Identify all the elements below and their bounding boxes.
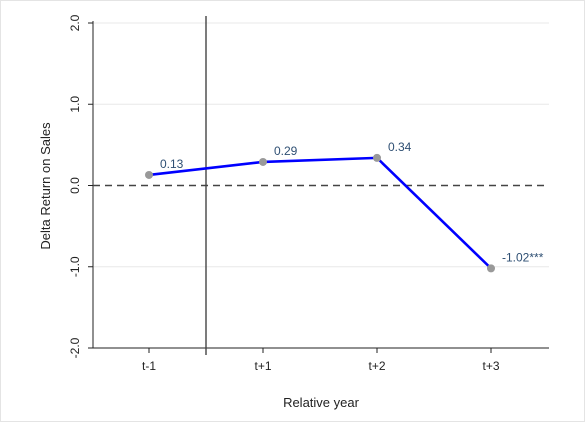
y-tick-label-0: 2.0 [68, 14, 82, 31]
y-tick-label-4: -2.0 [68, 337, 82, 358]
data-point-3 [487, 264, 495, 273]
data-label-0: 0.13 [160, 157, 184, 171]
x-axis-title: Relative year [283, 395, 360, 410]
y-axis-title: Delta Return on Sales [38, 122, 53, 250]
x-tick-label-3: t+3 [482, 359, 499, 373]
x-tick-label-0: t-1 [142, 359, 156, 373]
y-tick-label-2: 0.0 [68, 177, 82, 194]
data-label-3: -1.02*** [502, 250, 544, 264]
series-layer [145, 153, 495, 273]
data-point-2 [373, 153, 381, 162]
x-tick-label-2: t+2 [368, 359, 385, 373]
y-tick-label-1: 1.0 [68, 96, 82, 113]
x-tick-label-1: t+1 [254, 359, 271, 373]
data-point-1 [259, 157, 267, 166]
data-label-2: 0.34 [388, 140, 412, 154]
gridlines [93, 22, 549, 268]
data-point-0 [145, 170, 153, 179]
y-tick-label-3: -1.0 [68, 256, 82, 277]
data-labels: 0.13 0.29 0.34 -1.02*** [160, 140, 544, 265]
data-label-1: 0.29 [274, 144, 298, 158]
axes: 2.0 1.0 0.0 -1.0 -2.0 t-1 t+1 t+2 t+3 [68, 14, 549, 373]
reference-lines [93, 16, 549, 355]
series-line-0 [148, 156, 492, 270]
